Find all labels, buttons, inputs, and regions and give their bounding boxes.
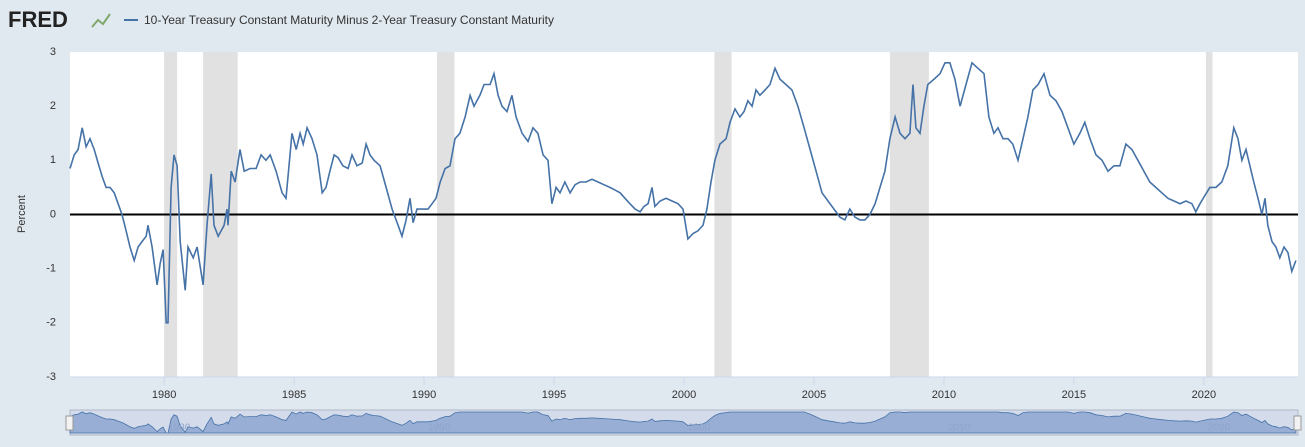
navigator-tick-label: 2000 xyxy=(688,423,711,434)
x-tick-label: 1995 xyxy=(542,389,566,401)
y-tick-label: 0 xyxy=(50,208,56,220)
y-tick-label: 2 xyxy=(50,100,56,112)
y-tick-label: -1 xyxy=(46,263,56,275)
navigator-series xyxy=(69,411,1297,434)
navigator-handle[interactable] xyxy=(1293,415,1302,431)
y-tick-label: 3 xyxy=(50,46,56,58)
logo-icon xyxy=(91,13,111,28)
y-tick-label: -2 xyxy=(46,317,56,329)
x-tick-label: 2020 xyxy=(1192,389,1216,401)
x-tick-label: 1985 xyxy=(282,389,306,401)
x-tick-label: 2005 xyxy=(802,389,826,401)
y-axis-label: Percent xyxy=(16,195,28,233)
y-tick-label: 1 xyxy=(50,154,56,166)
brand-logo: FRED xyxy=(8,7,68,32)
x-tick-label: 2000 xyxy=(672,389,696,401)
y-tick-label: -3 xyxy=(46,371,56,383)
navigator-tick-label: 2010 xyxy=(948,423,971,434)
x-tick-label: 1980 xyxy=(152,389,176,401)
navigator-tick-label: 1990 xyxy=(428,423,451,434)
x-tick-label: 2010 xyxy=(932,389,956,401)
legend-label: 10-Year Treasury Constant Maturity Minus… xyxy=(144,13,554,27)
navigator-handle[interactable] xyxy=(65,415,74,431)
navigator-tick-label: 2020 xyxy=(1208,423,1231,434)
x-tick-label: 1990 xyxy=(412,389,436,401)
x-tick-label: 2015 xyxy=(1062,389,1086,401)
navigator-tick-label: 1980 xyxy=(168,423,191,434)
series-line xyxy=(69,61,1297,324)
